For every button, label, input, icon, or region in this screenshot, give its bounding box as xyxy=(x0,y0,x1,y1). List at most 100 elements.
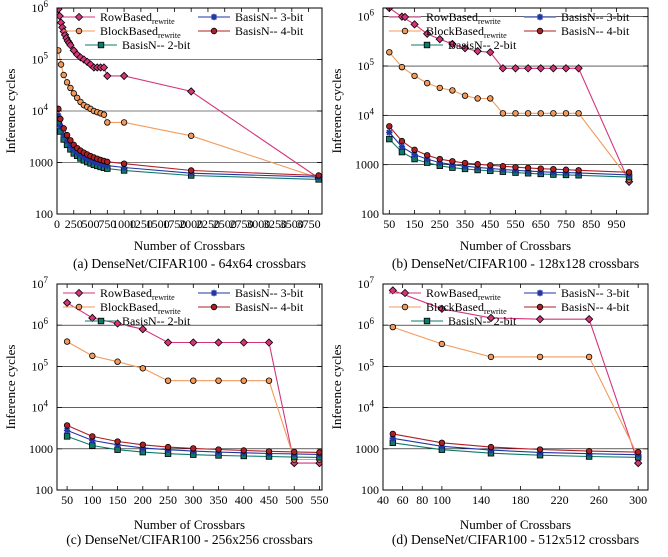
y-tick-label: 104 xyxy=(358,106,375,122)
data-point-b3 xyxy=(386,129,393,136)
y-tick-label: 100 xyxy=(361,207,379,221)
y-tick-label: 106 xyxy=(32,0,49,15)
legend-label-b2: BasisN-- 2-bit xyxy=(448,38,517,52)
x-tick-label: 300 xyxy=(629,493,647,507)
data-point-block xyxy=(104,119,111,126)
data-point-block xyxy=(139,365,147,372)
legend-marker-b4 xyxy=(210,27,218,35)
data-point-row xyxy=(423,29,432,38)
legend-marker-b4 xyxy=(536,303,544,311)
series-line-b3 xyxy=(392,437,639,456)
data-point-b3 xyxy=(449,161,456,168)
legend-marker-row xyxy=(400,12,410,22)
data-point-b3 xyxy=(87,157,94,164)
data-point-b4 xyxy=(487,443,495,451)
data-point-b4 xyxy=(411,146,418,154)
y-tick-label: 100 xyxy=(35,207,53,221)
data-point-block xyxy=(114,358,121,365)
y-axis-label: Inference cycles xyxy=(3,345,18,430)
data-point-b4 xyxy=(164,443,172,451)
x-tick-label: 750 xyxy=(98,217,116,231)
series-group xyxy=(62,298,322,468)
data-point-block xyxy=(449,87,456,94)
x-tick-label: 3750 xyxy=(297,217,321,231)
legend-label-b2: BasisN-- 2-bit xyxy=(122,38,191,52)
data-point-block xyxy=(164,377,172,384)
data-point-b4 xyxy=(315,172,322,179)
y-tick-label: 105 xyxy=(358,57,375,73)
data-point-b3 xyxy=(411,151,418,158)
legend-marker-b2 xyxy=(97,317,105,325)
data-point-block xyxy=(60,71,67,79)
x-tick-label: 150 xyxy=(406,217,424,231)
series-line-b2 xyxy=(392,442,639,458)
x-tick-label: 250 xyxy=(159,493,177,507)
x-axis-label: Number of Crossbars xyxy=(134,517,245,532)
data-point-b4 xyxy=(398,137,406,145)
data-point-b4 xyxy=(461,159,469,167)
data-point-row xyxy=(189,338,198,347)
data-point-b4 xyxy=(499,163,507,170)
x-tick-label: 300 xyxy=(184,493,202,507)
y-tick-label: 104 xyxy=(358,399,375,415)
x-tick-label: 2000 xyxy=(179,217,203,231)
x-tick-label: 450 xyxy=(260,493,278,507)
legend-marker-b2 xyxy=(97,41,105,49)
data-point-block xyxy=(240,377,247,384)
x-tick-label: 260 xyxy=(590,493,608,507)
data-point-block xyxy=(474,95,481,102)
legend-label-b3: BasisN-- 3-bit xyxy=(561,286,630,300)
data-point-row xyxy=(264,338,274,347)
series-group xyxy=(385,8,634,186)
data-point-block xyxy=(423,79,431,87)
data-point-b3 xyxy=(398,143,406,151)
data-point-block xyxy=(487,353,495,361)
data-point-block xyxy=(215,377,222,384)
data-point-block xyxy=(265,377,273,384)
x-tick-label: 2750 xyxy=(229,217,253,231)
x-tick-label: 80 xyxy=(416,493,428,507)
legend-label-row: RowBasedrewrite xyxy=(426,10,501,26)
x-tick-label: 1000 xyxy=(112,217,136,231)
data-point-b4 xyxy=(634,448,642,456)
legend-marker-b4 xyxy=(536,27,544,35)
data-point-block xyxy=(562,110,570,117)
data-point-row xyxy=(187,87,196,96)
data-point-b4 xyxy=(536,446,544,453)
legend-label-b4: BasisN-- 4-bit xyxy=(561,24,630,38)
legend-label-block: BlockBasedrewrite xyxy=(100,300,181,316)
x-tick-label: 140 xyxy=(472,493,490,507)
data-point-block xyxy=(398,63,406,71)
data-point-b3 xyxy=(120,164,128,171)
data-point-b4 xyxy=(449,158,456,165)
legend-marker-b4 xyxy=(210,303,218,311)
data-point-row xyxy=(388,286,397,295)
data-point-block xyxy=(57,61,65,68)
series-line-b4 xyxy=(392,433,639,453)
data-point-row xyxy=(549,64,558,73)
data-point-row xyxy=(239,338,248,347)
data-point-block xyxy=(67,84,74,92)
legend-marker-block xyxy=(75,27,83,35)
legend-marker-row xyxy=(74,288,84,298)
x-tick-label: 400 xyxy=(235,493,253,507)
data-point-b4 xyxy=(215,446,222,453)
y-tick-label: 100 xyxy=(35,483,53,497)
data-point-block xyxy=(100,111,108,118)
data-point-b3 xyxy=(57,123,64,130)
series-line-block xyxy=(392,326,639,457)
data-point-b4 xyxy=(316,449,322,456)
data-point-b3 xyxy=(70,146,77,154)
x-tick-label: 350 xyxy=(456,217,474,231)
data-point-b3 xyxy=(461,163,469,170)
data-point-b3 xyxy=(83,155,91,162)
data-point-b4 xyxy=(524,164,532,172)
data-point-b3 xyxy=(499,166,507,173)
x-tick-label: 500 xyxy=(285,493,303,507)
x-tick-label: 250 xyxy=(431,217,449,231)
x-tick-label: 750 xyxy=(557,217,575,231)
legend-label-b3: BasisN-- 3-bit xyxy=(235,286,304,300)
data-point-b4 xyxy=(63,422,71,429)
